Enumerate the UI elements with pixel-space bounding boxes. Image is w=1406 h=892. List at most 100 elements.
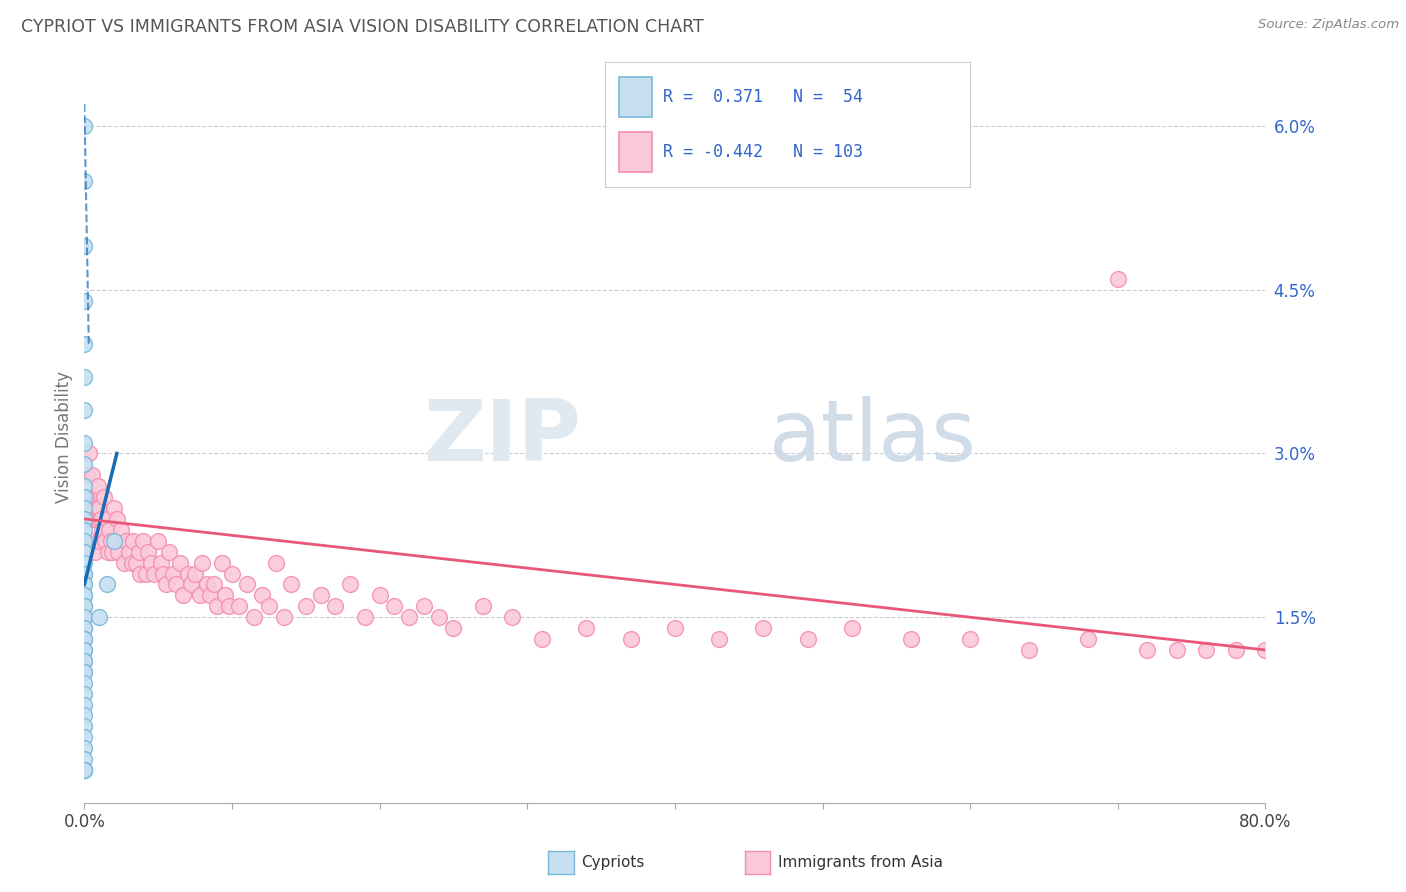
Point (1195, 643, 1218, 657)
Point (73, 665, 96, 679)
Point (73, 588, 96, 602)
Point (273, 610, 295, 624)
Point (152, 566, 174, 581)
Point (413, 599, 436, 614)
Point (73, 665, 96, 679)
Point (148, 533, 170, 548)
Point (73, 402, 96, 417)
Point (121, 556, 143, 570)
Point (73, 610, 96, 624)
Text: Immigrants from Asia: Immigrants from Asia (778, 855, 942, 870)
Text: ZIP: ZIP (423, 395, 581, 479)
Point (188, 588, 211, 602)
Point (162, 566, 184, 581)
Bar (619, 78, 652, 118)
Point (73, 523, 96, 537)
Point (73, 708, 96, 723)
Point (73, 479, 96, 493)
Point (900, 632, 922, 646)
Point (73, 599, 96, 614)
Point (73, 566, 96, 581)
Point (103, 501, 125, 516)
Point (87, 610, 111, 624)
Point (73, 293, 96, 308)
Text: atlas: atlas (769, 395, 977, 479)
Point (165, 577, 187, 591)
Point (202, 577, 225, 591)
Point (73, 741, 96, 756)
Point (150, 556, 173, 570)
Point (96, 577, 118, 591)
Point (86, 479, 108, 493)
Point (73, 731, 96, 745)
Point (1136, 643, 1159, 657)
Point (664, 621, 686, 635)
Point (73, 588, 96, 602)
Point (221, 566, 243, 581)
Point (73, 490, 96, 504)
Point (427, 610, 450, 624)
Point (101, 545, 124, 559)
Point (75, 490, 97, 504)
Point (368, 588, 391, 602)
Point (73, 621, 96, 635)
Point (309, 588, 332, 602)
Point (172, 588, 194, 602)
Point (73, 545, 96, 559)
Point (73, 556, 96, 570)
Point (73, 632, 96, 646)
Point (1107, 272, 1129, 286)
Point (180, 577, 202, 591)
Point (73, 533, 96, 548)
Point (177, 566, 200, 581)
Point (73, 370, 96, 384)
Text: R =  0.371   N =  54: R = 0.371 N = 54 (664, 88, 863, 106)
Point (339, 577, 361, 591)
Point (112, 556, 135, 570)
Point (129, 566, 152, 581)
Point (73, 458, 96, 472)
Point (93, 490, 115, 504)
Point (73, 654, 96, 668)
Point (73, 621, 96, 635)
Point (80, 468, 103, 483)
Point (77, 446, 100, 460)
Point (73, 337, 96, 351)
Point (191, 556, 214, 570)
Point (75, 512, 97, 526)
Point (94, 533, 117, 548)
Point (1018, 643, 1040, 657)
Point (73, 675, 96, 690)
Point (107, 545, 129, 559)
Point (530, 632, 553, 646)
Point (83, 501, 105, 516)
Point (619, 632, 641, 646)
Point (125, 556, 148, 570)
Point (73, 119, 96, 133)
Point (752, 621, 775, 635)
Point (80, 512, 103, 526)
Point (118, 545, 141, 559)
Point (205, 599, 228, 614)
Point (243, 610, 266, 624)
Text: Source: ZipAtlas.com: Source: ZipAtlas.com (1258, 18, 1399, 31)
Point (184, 566, 207, 581)
Point (114, 533, 136, 548)
Point (157, 545, 180, 559)
Point (1225, 643, 1247, 657)
Point (100, 533, 122, 548)
Point (139, 556, 162, 570)
Point (83, 545, 105, 559)
Point (73, 632, 96, 646)
Point (73, 173, 96, 187)
Point (73, 752, 96, 766)
Point (295, 599, 318, 614)
Point (84, 512, 107, 526)
Point (110, 523, 132, 537)
Point (228, 599, 250, 614)
Point (73, 501, 96, 516)
Point (73, 763, 96, 777)
Point (501, 610, 523, 624)
Text: CYPRIOT VS IMMIGRANTS FROM ASIA VISION DISABILITY CORRELATION CHART: CYPRIOT VS IMMIGRANTS FROM ASIA VISION D… (21, 18, 704, 36)
Point (73, 435, 96, 450)
